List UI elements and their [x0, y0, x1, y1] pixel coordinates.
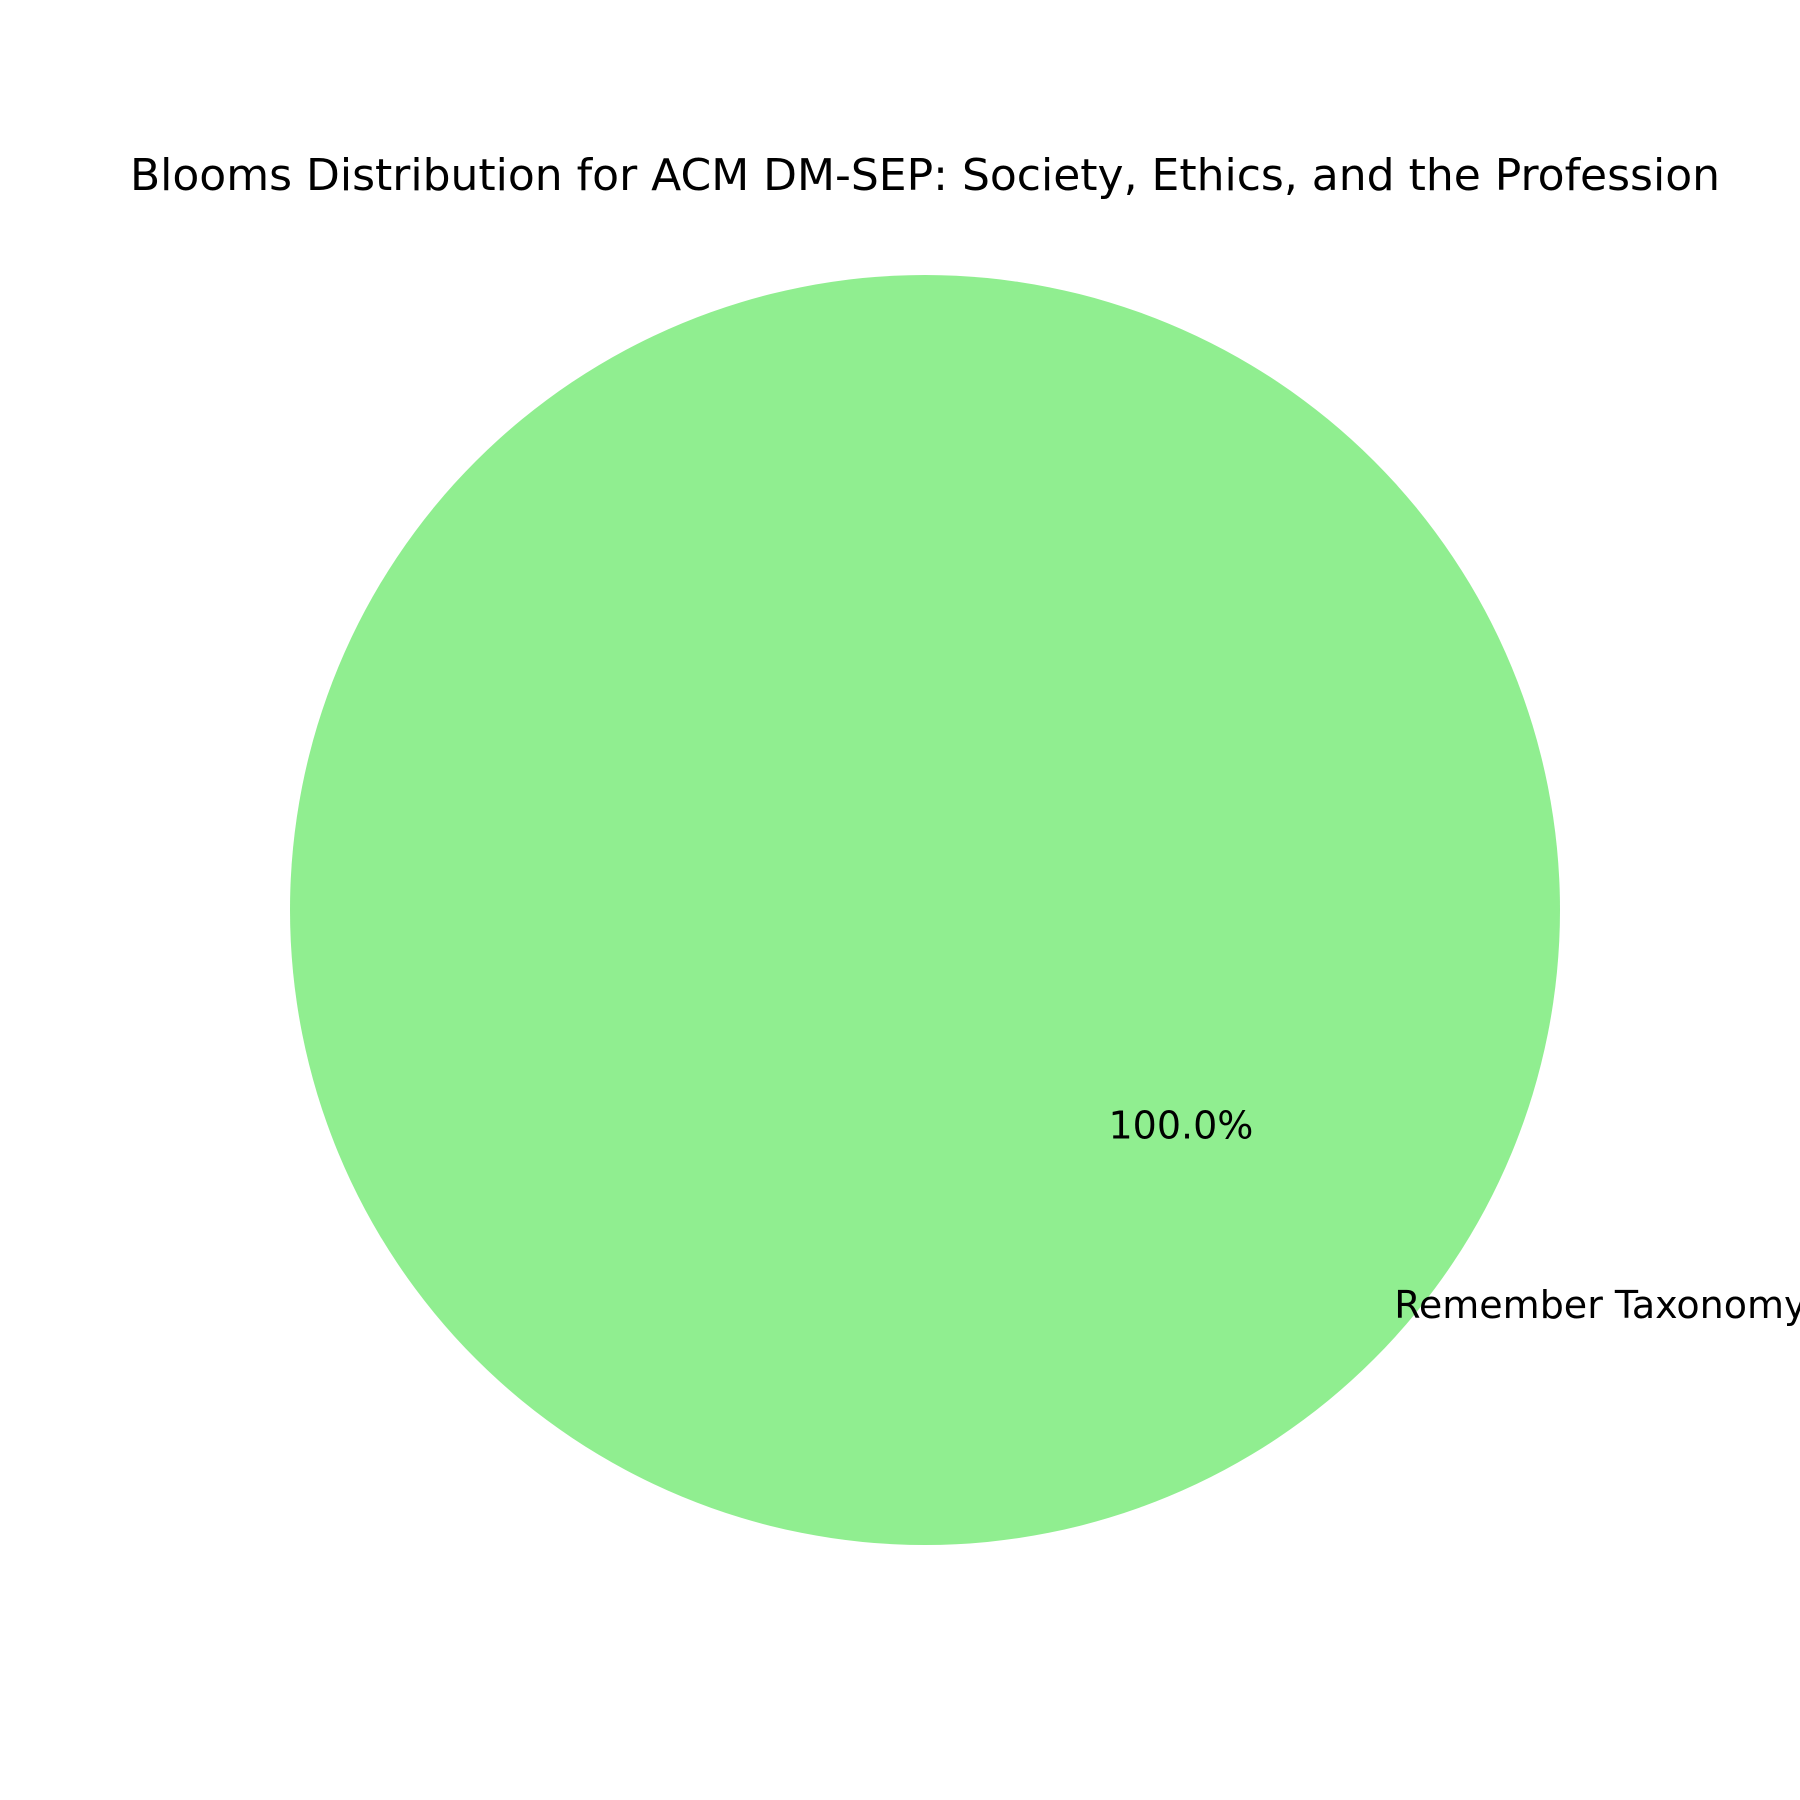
chart-title: Blooms Distribution for ACM DM-SEP: Soci…: [130, 150, 1720, 201]
pie-percent-label: 100.0%: [1108, 1104, 1253, 1148]
pie-labels: 100.0% Remember Taxonomy: [1108, 1104, 1800, 1328]
pie-category-label: Remember Taxonomy: [1394, 1283, 1800, 1327]
pie-slice: [290, 275, 1560, 1545]
pie-slices: [290, 275, 1560, 1545]
